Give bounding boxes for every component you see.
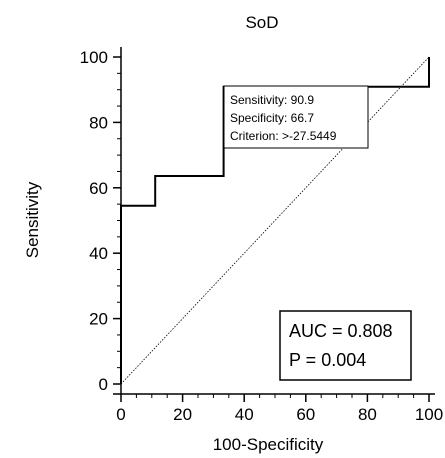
auc-text: AUC = 0.808 <box>289 321 393 341</box>
chart-title: SoD <box>245 13 278 32</box>
y-tick-label: 40 <box>89 244 108 263</box>
criterion-annotation-box: Sensitivity: 90.9 Specificity: 66.7 Crit… <box>223 85 369 149</box>
y-tick-label: 100 <box>80 48 108 67</box>
y-axis-label: Sensitivity <box>23 181 42 258</box>
y-tick-label: 60 <box>89 179 108 198</box>
x-axis-label: 100-Specificity <box>213 435 324 454</box>
x-tick-label: 0 <box>116 405 125 424</box>
axes: 0 20 40 60 80 100 0 20 40 60 80 100 <box>80 47 443 424</box>
x-tick-label: 20 <box>173 405 192 424</box>
x-tick-label: 60 <box>296 405 315 424</box>
x-tick-label: 40 <box>235 405 254 424</box>
roc-curve-line <box>120 57 430 384</box>
y-tick-label: 0 <box>99 375 108 394</box>
x-tick-label: 80 <box>358 405 377 424</box>
y-tick-label: 80 <box>89 113 108 132</box>
x-tick-label: 100 <box>415 405 443 424</box>
series-layer <box>120 56 430 385</box>
criterion-sensitivity-text: Sensitivity: 90.9 <box>230 93 314 107</box>
auc-stats-box: AUC = 0.808 P = 0.004 <box>279 310 412 381</box>
criterion-box-frame <box>223 85 369 149</box>
criterion-specificity-text: Specificity: 66.7 <box>230 111 314 125</box>
y-tick-label: 20 <box>89 310 108 329</box>
criterion-value-text: Criterion: >-27.5449 <box>230 129 337 143</box>
stats-box-frame <box>279 310 412 381</box>
p-value-text: P = 0.004 <box>289 350 366 370</box>
